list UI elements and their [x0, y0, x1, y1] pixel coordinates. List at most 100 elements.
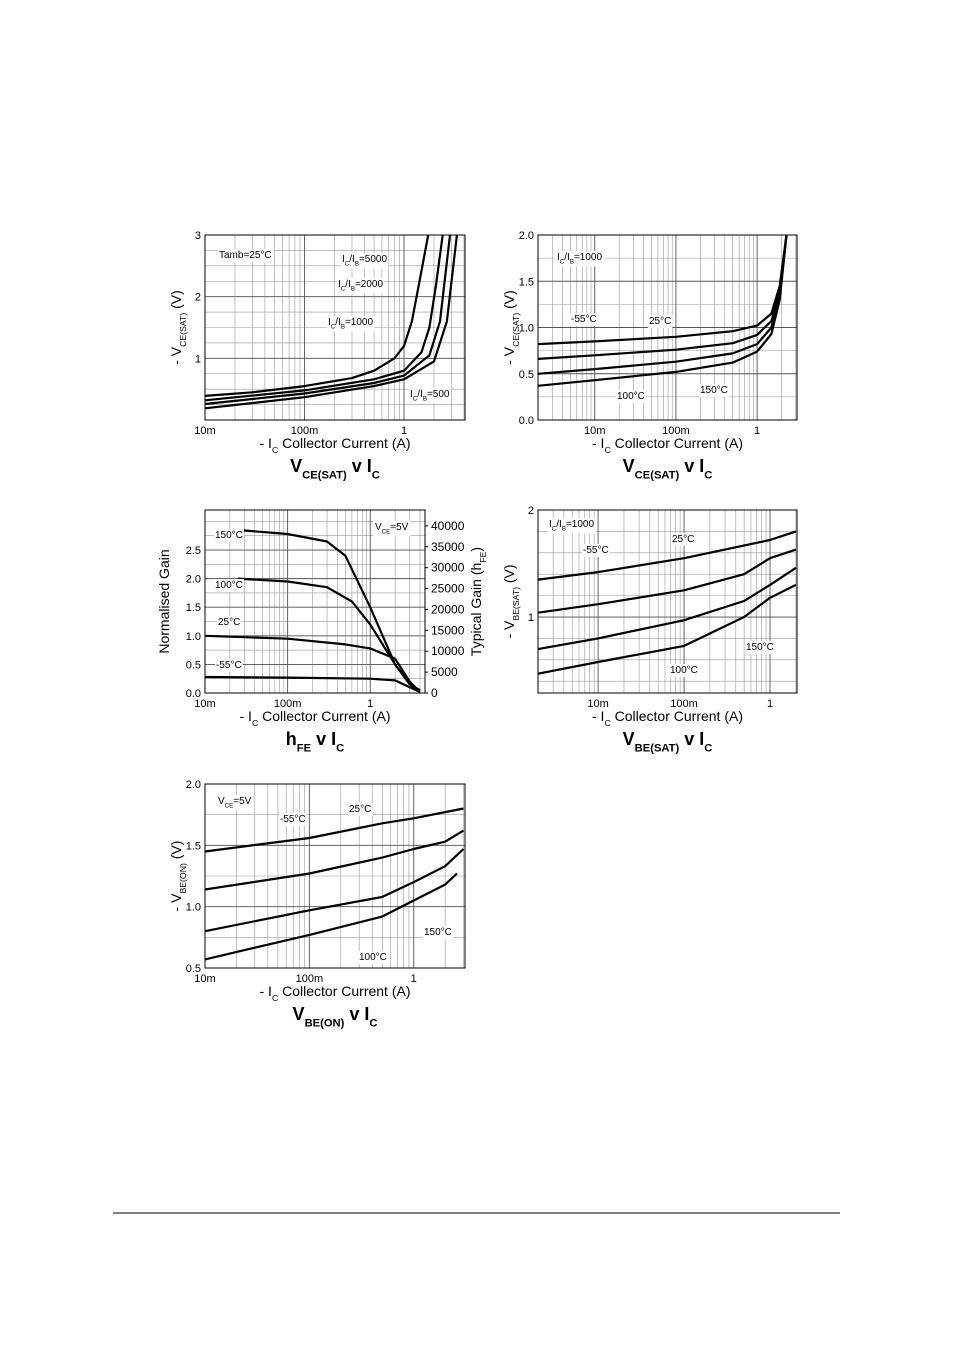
x-tick-label: 10m	[194, 698, 215, 710]
curve	[537, 234, 788, 360]
text-part: I	[557, 252, 560, 263]
series-label: -55°C	[571, 314, 597, 325]
text-part: C	[252, 718, 258, 728]
text-part: I	[342, 254, 345, 265]
y-tick-label: 0.0	[519, 415, 534, 427]
curve	[537, 530, 797, 581]
label-bg	[582, 544, 610, 557]
curve	[537, 234, 788, 346]
plot-frame	[537, 509, 798, 694]
series-label: 150°C	[746, 642, 774, 653]
text-part: FE	[297, 742, 312, 754]
text-part: C	[704, 469, 712, 481]
y-axis-label: Normalised Gain	[156, 549, 172, 653]
y-tick-label: 1.5	[186, 840, 201, 852]
y-tick-label: 2.0	[186, 574, 201, 586]
text-part: /I	[564, 252, 570, 263]
text-part: C	[345, 261, 350, 268]
text-part: - I	[260, 983, 272, 999]
text-part: V	[375, 522, 382, 533]
series-label: 100°C	[617, 391, 645, 402]
label-bg	[214, 529, 244, 542]
text-part: C	[560, 259, 565, 266]
plot-frame	[204, 509, 426, 694]
curve	[237, 577, 417, 691]
y-axis-label: - VCE(SAT) (V)	[168, 290, 188, 365]
text-part: =500	[427, 389, 450, 400]
label-bg	[570, 313, 598, 326]
text-part: B	[423, 396, 427, 403]
text-part: v I	[679, 729, 704, 749]
label-bg	[423, 926, 453, 939]
text-part: - I	[592, 708, 604, 724]
x-tick-label: 100m	[662, 425, 690, 437]
series-label: 25°C	[672, 534, 694, 545]
y-tick-label: 1.0	[519, 323, 534, 335]
label-bg	[348, 803, 373, 816]
text-part: CE(SAT)	[178, 313, 188, 347]
y-tick-label: 2.0	[519, 230, 534, 242]
y2-tick-label: 10000	[431, 644, 465, 658]
chart-title: VCE(SAT) v IC	[290, 456, 380, 481]
x-tick-label: 100m	[670, 698, 698, 710]
text-part: v I	[311, 729, 336, 749]
x-tick-label: 100m	[296, 973, 324, 985]
y-axis-label: - VBE(SAT) (V)	[501, 564, 521, 638]
text-part: B	[562, 526, 566, 533]
y-tick-label: 2.5	[186, 545, 201, 557]
y2-tick-label: 40000	[431, 519, 465, 533]
y-tick-label: 0.5	[519, 369, 534, 381]
text-part: B	[341, 324, 345, 331]
text-part: - I	[260, 435, 272, 451]
y-tick-label: 1	[528, 612, 534, 624]
label-bg	[341, 253, 389, 269]
curve	[204, 234, 452, 406]
text-part: C	[552, 526, 557, 533]
curve	[204, 848, 465, 933]
text-part: =5V	[233, 796, 251, 807]
chart-title: hFE v IC	[286, 729, 344, 754]
text-part: - I	[240, 708, 252, 724]
text-part: I	[549, 519, 552, 530]
plot-frame	[204, 783, 466, 969]
text-part: Collector Current (A)	[611, 435, 743, 451]
label-bg	[279, 813, 307, 826]
text-part: /I	[349, 254, 355, 265]
text-part: CE(SAT)	[511, 313, 521, 347]
y-tick-label: 0.0	[186, 688, 201, 700]
text-part: BE(SAT)	[635, 742, 680, 754]
y-tick-label: 2.0	[186, 779, 201, 791]
plot-frame	[204, 234, 466, 421]
curve	[204, 234, 430, 397]
text-part: - I	[592, 435, 604, 451]
label-bg	[215, 659, 243, 672]
label-bg	[555, 251, 605, 267]
text-part: =5V	[390, 522, 408, 533]
label-bg	[699, 384, 729, 397]
y2-tick-label: 0	[431, 686, 438, 700]
series-label: 150°C	[215, 530, 243, 541]
text-part: =1000	[566, 519, 595, 530]
y2-tick-label: 35000	[431, 540, 465, 554]
y2-tick-label: 30000	[431, 561, 465, 575]
text-part: (V)	[168, 290, 184, 313]
curve	[204, 634, 421, 693]
text-part: v I	[347, 456, 372, 476]
x-tick-label: 10m	[194, 425, 215, 437]
curve	[204, 807, 464, 853]
text-part: (V)	[501, 564, 517, 587]
x-tick-label: 10m	[194, 973, 215, 985]
series-label: 25°C	[349, 804, 371, 815]
chart: 10m 100m 1 0.0 0.5 1.0 1.5 2.0 -55°C 25°C 100°C 150…	[501, 230, 798, 481]
series-label: 100°C	[670, 665, 698, 676]
chart-title: VCE(SAT) v IC	[623, 456, 713, 481]
text-part: C	[341, 286, 346, 293]
plot-area	[538, 510, 797, 693]
text-part: V	[623, 729, 635, 749]
text-part: I	[328, 317, 331, 328]
text-part: - V	[168, 346, 184, 365]
curve	[204, 234, 458, 410]
text-part: FE	[478, 551, 488, 562]
series-label: -55°C	[280, 814, 306, 825]
text-part: BE(SAT)	[511, 587, 521, 621]
